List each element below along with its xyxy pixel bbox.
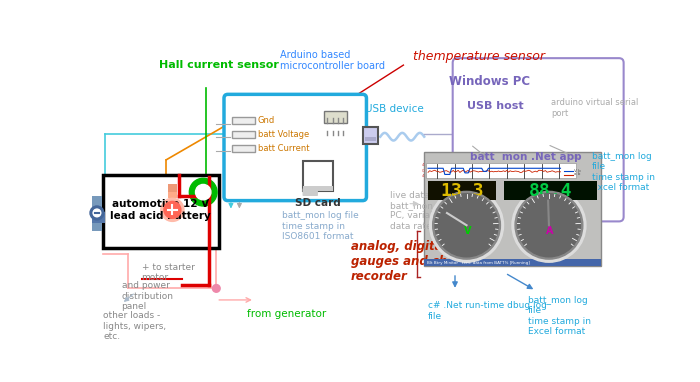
Text: 88.4: 88.4: [528, 181, 572, 200]
Text: arduino virtual serial
port: arduino virtual serial port: [552, 98, 638, 118]
Bar: [168, 191, 177, 198]
Text: themperature sensor: themperature sensor: [413, 50, 545, 63]
Bar: [92, 196, 102, 231]
Text: Windows PC: Windows PC: [449, 75, 530, 88]
Text: 0: 0: [421, 168, 424, 173]
Text: Blt Btry Minitor   tem: data from BATT% [Running]: Blt Btry Minitor tem: data from BATT% [R…: [426, 261, 529, 265]
Bar: [428, 181, 496, 200]
Circle shape: [515, 191, 583, 259]
Text: from generator: from generator: [247, 309, 326, 319]
Bar: [92, 212, 106, 223]
Text: batt_mon log
file
time stamp in
Excel format: batt_mon log file time stamp in Excel fo…: [528, 296, 592, 336]
Bar: [324, 110, 347, 123]
Bar: [303, 186, 332, 191]
Text: + to starter
motor: + to starter motor: [141, 263, 195, 282]
Text: Hall current sensor: Hall current sensor: [159, 60, 279, 70]
Text: 4: 4: [421, 174, 424, 178]
Text: a b: a b: [574, 172, 581, 176]
FancyBboxPatch shape: [224, 94, 367, 201]
Text: batt_mon log file
time stamp in
ISO8601 format: batt_mon log file time stamp in ISO8601 …: [281, 211, 358, 241]
Bar: [232, 131, 255, 138]
Text: Arduino based
microcontroller board: Arduino based microcontroller board: [280, 50, 385, 71]
Bar: [365, 138, 376, 141]
Text: Gnd: Gnd: [258, 117, 275, 125]
Circle shape: [517, 194, 580, 257]
Bar: [424, 152, 601, 266]
Text: A: A: [546, 227, 554, 236]
Bar: [424, 259, 601, 266]
Bar: [303, 161, 332, 191]
Text: live data from
batt_mon to
PC, variable
data rate: live data from batt_mon to PC, variable …: [389, 191, 453, 231]
Bar: [232, 117, 255, 125]
FancyBboxPatch shape: [453, 58, 624, 222]
Circle shape: [195, 185, 211, 200]
Bar: [503, 181, 598, 200]
Text: batt Current: batt Current: [258, 144, 309, 153]
Circle shape: [189, 178, 217, 206]
Bar: [232, 145, 255, 152]
Text: analog, digital
gauges and chart
recorder: analog, digital gauges and chart recorde…: [351, 240, 466, 283]
Text: USB host: USB host: [466, 101, 523, 111]
Circle shape: [93, 209, 101, 217]
Circle shape: [430, 188, 503, 262]
FancyBboxPatch shape: [302, 188, 318, 196]
Text: V b: V b: [574, 168, 581, 173]
Bar: [103, 175, 218, 248]
Bar: [168, 185, 177, 192]
Text: V: V: [463, 227, 471, 236]
Circle shape: [213, 285, 220, 292]
Text: batt Voltage: batt Voltage: [258, 130, 309, 139]
Bar: [363, 127, 378, 144]
Text: batt_mon log
file
time stamp in
Excel format: batt_mon log file time stamp in Excel fo…: [592, 152, 655, 192]
Circle shape: [433, 191, 500, 259]
Circle shape: [512, 188, 586, 262]
Circle shape: [161, 198, 184, 222]
Bar: [426, 163, 576, 178]
Text: SD card: SD card: [295, 198, 341, 208]
Text: other loads -
lights, wipers,
etc.: other loads - lights, wipers, etc.: [103, 311, 166, 341]
Circle shape: [435, 194, 498, 257]
Circle shape: [164, 201, 181, 219]
Text: USB device: USB device: [365, 104, 423, 113]
Text: c# .Net run-time dbug log
file: c# .Net run-time dbug log file: [428, 301, 547, 321]
Text: batt  mon .Net app: batt mon .Net app: [470, 152, 582, 162]
Text: and power
distribution
panel: and power distribution panel: [122, 282, 174, 311]
Text: 4: 4: [421, 163, 424, 167]
Text: 13.3: 13.3: [440, 181, 484, 200]
Circle shape: [90, 206, 104, 220]
Text: automotive 12 V
lead acid battery: automotive 12 V lead acid battery: [111, 199, 211, 221]
